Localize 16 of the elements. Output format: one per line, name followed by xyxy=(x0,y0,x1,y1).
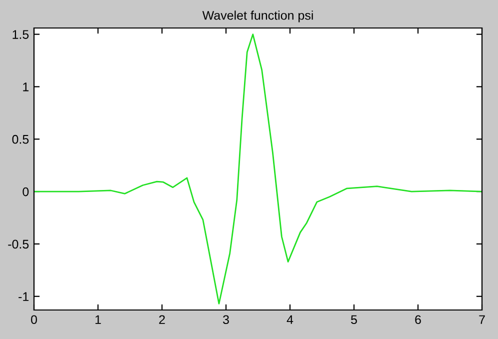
y-tick-label: 1 xyxy=(23,82,29,92)
chart-title: Wavelet function psi xyxy=(202,10,313,22)
x-tick-label: 0 xyxy=(31,315,37,324)
y-tick-label: 0 xyxy=(22,187,29,196)
y-tick-label: -0.5 xyxy=(8,240,29,249)
x-tick-label: 7 xyxy=(479,315,485,324)
x-tick-label: 6 xyxy=(415,315,421,324)
x-tick-label: 3 xyxy=(223,315,229,324)
x-tick-label: 1 xyxy=(95,315,101,324)
line-series xyxy=(34,34,482,304)
y-tick-label: 1.5 xyxy=(12,30,29,39)
y-tick-label: 0.5 xyxy=(12,134,29,144)
y-tick-label: -1 xyxy=(18,292,29,301)
x-tick-label: 4 xyxy=(286,315,294,324)
x-tick-label: 5 xyxy=(351,315,357,324)
x-tick-label: 2 xyxy=(159,315,165,324)
